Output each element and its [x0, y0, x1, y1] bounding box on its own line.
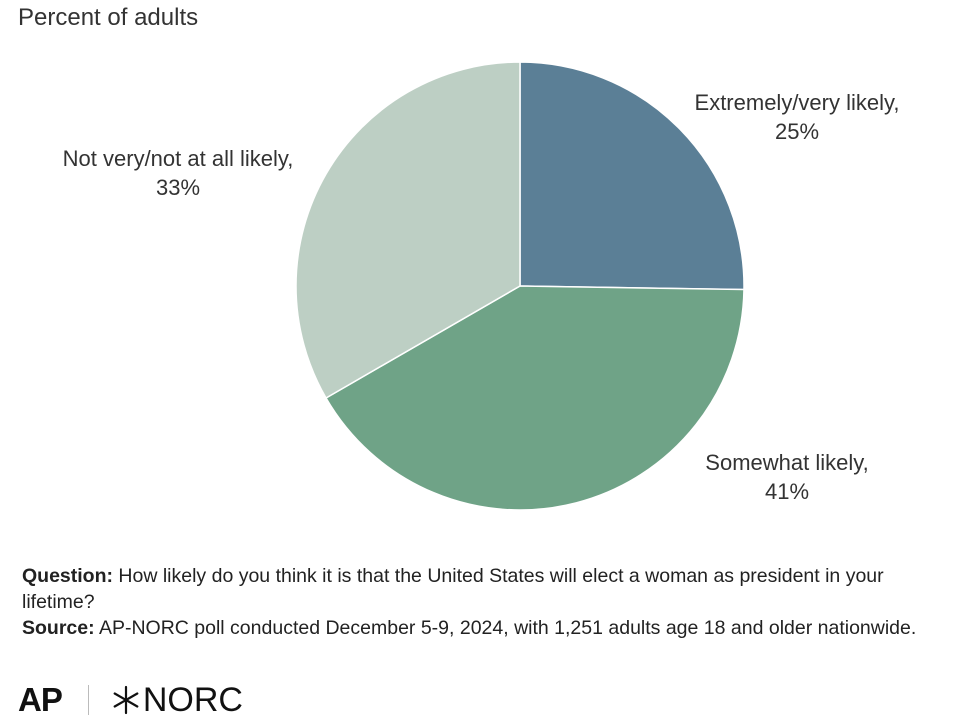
pie-labels: Extremely/very likely, 25% Somewhat likely…	[63, 90, 900, 504]
slice-label-name-0: Extremely/very likely,	[695, 90, 900, 115]
pie-slice-1	[324, 285, 745, 511]
pie-slice-0	[519, 61, 745, 291]
source-note: Source: AP-NORC poll conducted December …	[22, 615, 952, 641]
slice-label-name-1: Somewhat likely,	[705, 450, 868, 475]
chart-notes: Question: How likely do you think it is …	[22, 563, 952, 641]
question-text: How likely do you think it is that the U…	[22, 565, 884, 613]
logo-bar: AP NORC	[18, 681, 243, 720]
pie-chart: Extremely/very likely, 25% Somewhat likely…	[63, 61, 900, 511]
source-label: Source:	[22, 617, 95, 639]
pie-slices	[295, 61, 745, 511]
slice-label-1: Somewhat likely, 41%	[705, 450, 868, 504]
source-text: AP-NORC poll conducted December 5-9, 202…	[94, 617, 917, 639]
slice-label-2: Not very/not at all likely, 33%	[63, 146, 294, 200]
slice-label-value-0: 25%	[775, 119, 819, 144]
norc-star-icon	[113, 685, 139, 715]
pie-slice-2	[295, 61, 521, 400]
slice-label-name-2: Not very/not at all likely,	[63, 146, 294, 171]
slice-label-value-2: 33%	[156, 175, 200, 200]
norc-logo-text: NORC	[142, 680, 243, 719]
norc-logo: NORC	[111, 681, 243, 720]
slice-label-0: Extremely/very likely, 25%	[695, 90, 900, 144]
chart-subtitle: Percent of adults	[18, 4, 199, 31]
question-label: Question:	[22, 565, 113, 587]
slice-label-value-1: 41%	[765, 479, 809, 504]
ap-logo: AP	[18, 681, 63, 718]
logo-divider	[87, 685, 89, 715]
question-note: Question: How likely do you think it is …	[22, 563, 952, 615]
